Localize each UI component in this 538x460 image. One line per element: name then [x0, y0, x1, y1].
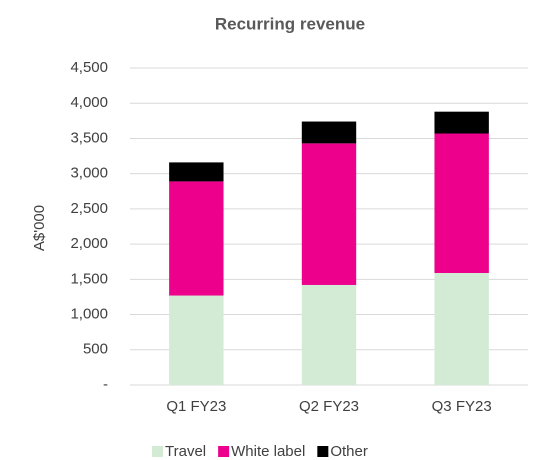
legend-swatch — [152, 446, 163, 457]
y-tick-label: 1,000 — [70, 306, 108, 323]
legend-swatch — [218, 446, 230, 457]
y-tick-label: 2,000 — [70, 235, 108, 252]
y-axis-label: A$'000 — [31, 205, 48, 251]
legend-label: Other — [330, 443, 368, 460]
y-tick-label: 3,500 — [70, 129, 108, 146]
bar-segment — [434, 133, 489, 273]
legend-swatch — [317, 446, 329, 457]
chart-title: Recurring revenue — [215, 14, 365, 33]
y-tick-label: 500 — [83, 341, 108, 358]
bar-segment — [169, 181, 224, 296]
y-tick-label: 1,500 — [70, 270, 108, 287]
legend-label: Travel — [165, 443, 206, 460]
y-tick-label: 2,500 — [70, 200, 108, 217]
x-tick-label: Q2 FY23 — [299, 398, 359, 415]
x-tick-label: Q3 FY23 — [432, 398, 492, 415]
bar-segment — [301, 284, 357, 385]
y-tick-label: 4,000 — [70, 94, 108, 111]
y-tick-label: - — [103, 376, 108, 393]
x-tick-label: Q1 FY23 — [166, 398, 226, 415]
y-tick-label: 3,000 — [70, 165, 108, 182]
legend-label: White label — [231, 443, 305, 460]
bar-segment — [169, 295, 224, 385]
bar-segment — [434, 272, 489, 385]
bar-segment — [434, 111, 489, 134]
bar-segment — [301, 121, 357, 144]
bar-segment — [301, 143, 357, 285]
y-tick-label: 4,500 — [70, 59, 108, 76]
bar-segment — [169, 162, 224, 182]
